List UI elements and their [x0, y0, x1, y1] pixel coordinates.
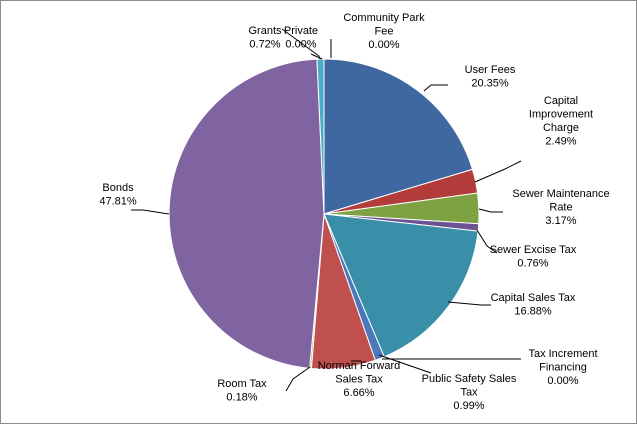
value-capital-improvement-charge: 2.49% [545, 136, 576, 148]
leader-public-safety-sales-tax [378, 354, 432, 374]
leader-user-fees [423, 84, 448, 92]
name-user-fees: User Fees [465, 64, 516, 76]
name-norman-forward-sales-tax: Norman Forward [318, 360, 401, 372]
value-public-safety-sales-tax: 0.99% [453, 400, 484, 412]
value-community-park-fee: 0.00% [368, 39, 399, 51]
value-private: 0.00% [285, 39, 316, 51]
name-sewer-excise-tax: Sewer Excise Tax [490, 244, 577, 256]
label-community-park-fee: Community Park Fee 0.00% [343, 12, 425, 51]
name-public-safety-sales-tax: Tax [460, 387, 478, 399]
name-room-tax: Room Tax [217, 378, 267, 390]
name-grants: Grants [248, 25, 282, 37]
slice-grants [316, 58, 325, 215]
label-bonds: Bonds 47.81% [99, 182, 137, 208]
label-private: Private 0.00% [284, 25, 318, 51]
leader-lines [131, 28, 522, 392]
name-public-safety-sales-tax: Public Safety Sales [422, 373, 517, 385]
value-capital-sales-tax: 16.88% [514, 306, 552, 318]
leader-bonds [131, 209, 170, 215]
label-room-tax: Room Tax 0.18% [217, 378, 267, 404]
label-sewer-maintenance-rate: Sewer Maintenance Rate 3.17% [512, 188, 609, 227]
name-sewer-maintenance-rate: Sewer Maintenance [512, 188, 609, 200]
name-capital-sales-tax: Capital Sales Tax [491, 292, 576, 304]
value-norman-forward-sales-tax: 6.66% [343, 387, 374, 399]
value-room-tax: 0.18% [226, 392, 257, 404]
value-sewer-excise-tax: 0.76% [517, 258, 548, 270]
leader-room-tax [285, 366, 311, 392]
label-grants: Grants 0.72% [248, 25, 282, 51]
slice-bonds [168, 58, 325, 369]
leader-sewer-maintenance-rate [478, 208, 503, 213]
value-bonds: 47.81% [99, 196, 137, 208]
name-tax-increment-financing: Financing [539, 362, 587, 374]
label-capital-improvement-charge: Capital Improvement Charge 2.49% [529, 95, 593, 148]
name-community-park-fee: Fee [375, 26, 394, 38]
value-user-fees: 20.35% [471, 78, 509, 90]
name-norman-forward-sales-tax: Sales Tax [335, 374, 383, 386]
slice-labels: User Fees 20.35% Capital Improvement Charge 2… [99, 12, 609, 412]
value-sewer-maintenance-rate: 3.17% [545, 215, 576, 227]
value-grants: 0.72% [249, 39, 280, 51]
name-tax-increment-financing: Tax Increment [528, 348, 597, 360]
name-capital-improvement-charge: Charge [543, 122, 579, 134]
slice-capital-sales-tax [323, 213, 479, 358]
leader-private [310, 53, 323, 60]
pie-slices [168, 58, 480, 370]
slice-user-fees [323, 58, 474, 215]
label-sewer-excise-tax: Sewer Excise Tax 0.76% [490, 244, 577, 270]
label-public-safety-sales-tax: Public Safety Sales Tax 0.99% [422, 373, 517, 412]
label-capital-sales-tax: Capital Sales Tax 16.88% [491, 292, 576, 318]
label-norman-forward-sales-tax: Norman Forward Sales Tax 6.66% [318, 360, 401, 399]
name-community-park-fee: Community Park [343, 12, 425, 24]
leader-sewer-excise-tax [476, 229, 498, 254]
name-sewer-maintenance-rate: Rate [549, 202, 572, 214]
value-tax-increment-financing: 0.00% [547, 375, 578, 387]
label-tax-increment-financing: Tax Increment Financing 0.00% [528, 348, 597, 387]
leader-capital-improvement-charge [474, 160, 522, 183]
leader-capital-sales-tax [447, 301, 491, 306]
name-capital-improvement-charge: Capital [544, 95, 578, 107]
label-user-fees: User Fees 20.35% [465, 64, 516, 90]
name-bonds: Bonds [102, 182, 134, 194]
name-capital-improvement-charge: Improvement [529, 109, 593, 121]
name-private: Private [284, 25, 318, 37]
